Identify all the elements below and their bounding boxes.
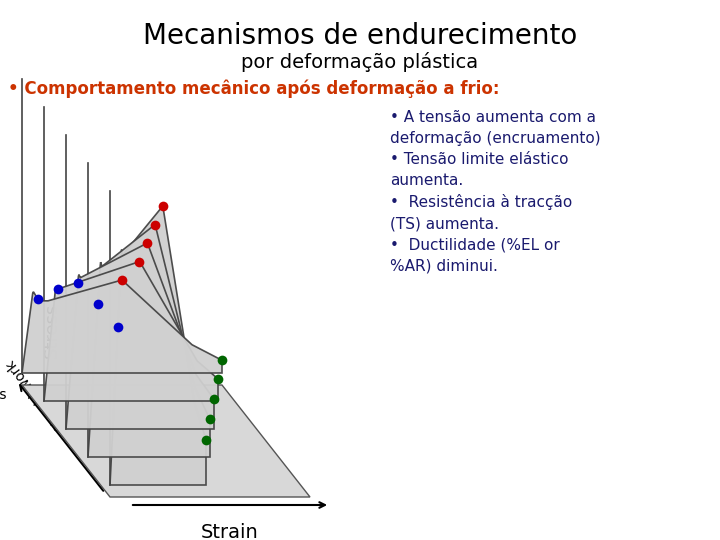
Polygon shape (66, 243, 214, 429)
Text: Mecanismos de endurecimento: Mecanismos de endurecimento (143, 22, 577, 50)
Text: • Comportamento mecânico após deformação a frio:: • Comportamento mecânico após deformação… (8, 80, 500, 98)
Text: • A tensão aumenta com a
deformação (encruamento)
• Tensão limite elástico
aumen: • A tensão aumenta com a deformação (enc… (390, 110, 600, 273)
Polygon shape (44, 261, 218, 401)
Polygon shape (22, 280, 222, 373)
Text: Stress: Stress (43, 302, 61, 357)
Text: por deformação plástica: por deformação plástica (241, 52, 479, 72)
Polygon shape (110, 206, 206, 485)
Text: Strain: Strain (201, 523, 259, 540)
Text: Stress: Stress (0, 388, 7, 402)
Polygon shape (22, 385, 310, 497)
Text: % cold work: % cold work (4, 357, 68, 432)
Polygon shape (88, 225, 210, 457)
